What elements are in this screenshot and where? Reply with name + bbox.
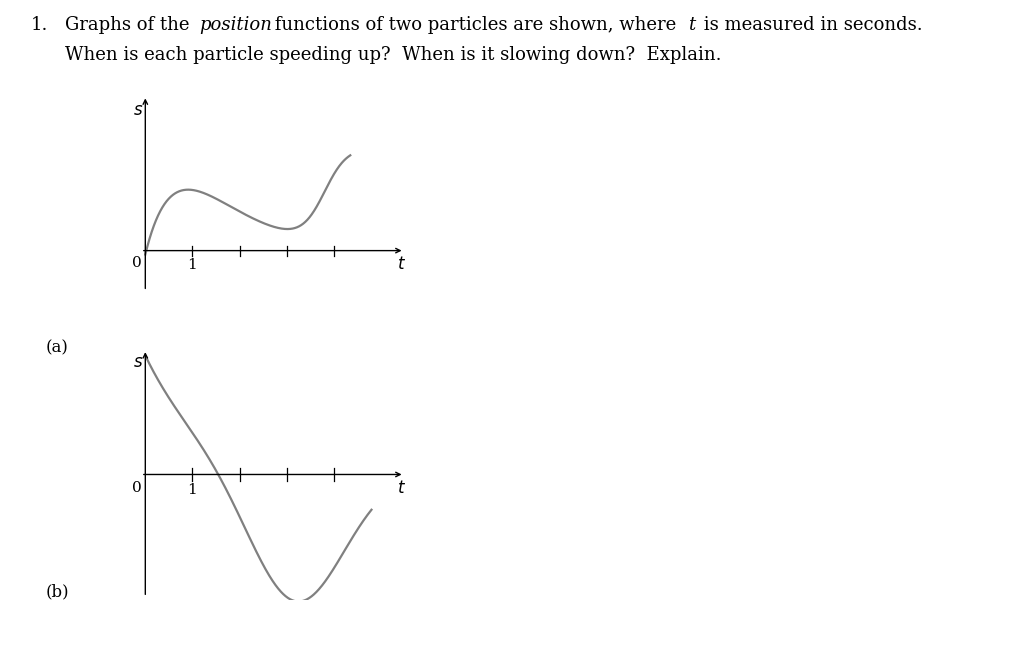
Text: When is each particle speeding up?  When is it slowing down?  Explain.: When is each particle speeding up? When … — [65, 46, 721, 64]
Text: (b): (b) — [46, 583, 70, 600]
Text: 1: 1 — [187, 482, 198, 497]
Text: position: position — [200, 16, 272, 34]
Text: $t$: $t$ — [396, 480, 406, 497]
Text: 1: 1 — [187, 258, 198, 272]
Text: $s$: $s$ — [133, 101, 143, 119]
Text: (a): (a) — [46, 339, 69, 357]
Text: $s$: $s$ — [133, 355, 143, 371]
Text: $t$: $t$ — [396, 256, 406, 273]
Text: 1.: 1. — [31, 16, 48, 34]
Text: 0: 0 — [132, 256, 141, 270]
Text: t: t — [688, 16, 695, 34]
Text: Graphs of the: Graphs of the — [65, 16, 195, 34]
Text: 0: 0 — [132, 481, 141, 495]
Text: is measured in seconds.: is measured in seconds. — [698, 16, 923, 34]
Text: functions of two particles are shown, where: functions of two particles are shown, wh… — [269, 16, 682, 34]
